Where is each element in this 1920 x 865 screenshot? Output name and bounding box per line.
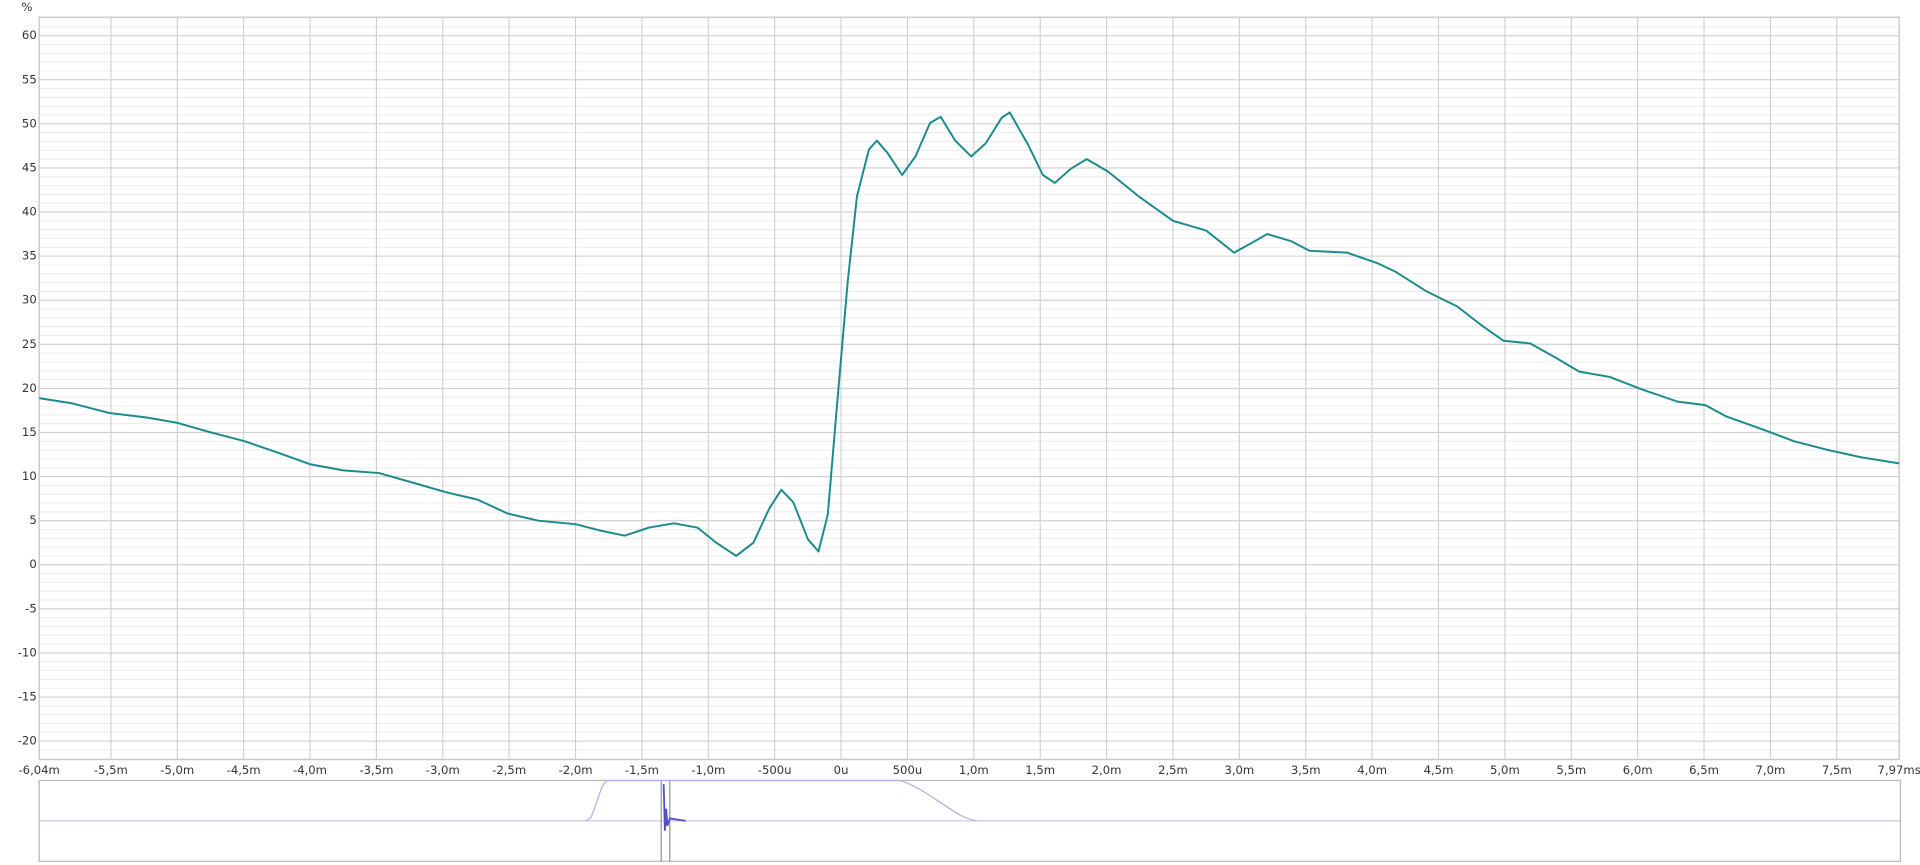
y-axis-label: % [21,0,32,14]
y-tick-label: 45 [22,160,37,174]
x-tick-label: 5,5m [1556,763,1586,777]
x-tick-label: 3,0m [1224,763,1254,777]
x-tick-label: -4,0m [293,763,327,777]
x-tick-label: 4,5m [1424,763,1454,777]
x-tick-label: 500u [893,763,923,777]
y-tick-label: 10 [22,469,37,483]
overview-impulse [662,784,686,831]
x-tick-label: 6,0m [1623,763,1653,777]
x-tick-label: 1,5m [1025,763,1055,777]
y-tick-label: 50 [22,116,37,130]
x-tick-label: -4,5m [227,763,261,777]
y-tick-label: 15 [22,425,37,439]
y-tick-label: 55 [22,72,37,86]
x-tick-label: -500u [758,763,792,777]
x-tick-label: 2,5m [1158,763,1188,777]
y-tick-label: 60 [22,28,37,42]
x-tick-label: -5,0m [160,763,194,777]
x-tick-label: -6,04m [18,763,59,777]
y-tick-label: -15 [18,690,37,704]
overview-panel [38,779,1902,862]
x-tick-label: 7,5m [1822,763,1852,777]
x-tick-label: -1,0m [691,763,725,777]
y-tick-label: 5 [29,513,36,527]
x-tick-label: 5,0m [1490,763,1520,777]
x-tick-label: -3,0m [426,763,460,777]
y-tick-label: -5 [25,601,37,615]
plot-frame [38,16,1900,761]
x-tick-label: 2,0m [1092,763,1122,777]
x-tick-label: 0u [834,763,849,777]
y-tick-label: 30 [22,293,37,307]
y-tick-label: 20 [22,381,37,395]
x-tick-label: 7,0m [1756,763,1786,777]
x-tick-label: 1,0m [959,763,989,777]
data-line [39,111,1900,557]
overview-window [585,779,978,822]
x-tick-label: -3,5m [359,763,393,777]
x-tick-label: -5,5m [94,763,128,777]
x-tick-label: 3,5m [1291,763,1321,777]
x-tick-label: 7,97ms [1878,763,1920,777]
y-tick-label: 35 [22,249,37,263]
x-tick-label: 6,5m [1689,763,1719,777]
x-tick-label: -2,0m [559,763,593,777]
y-tick-label: -20 [18,734,37,748]
x-tick-label: -1,5m [625,763,659,777]
x-tick-label: 4,0m [1357,763,1387,777]
y-tick-label: 0 [29,557,36,571]
x-tick-label: -2,5m [492,763,526,777]
y-tick-label: 40 [22,205,37,219]
y-tick-label: -10 [18,645,37,659]
y-tick-label: 25 [22,337,37,351]
